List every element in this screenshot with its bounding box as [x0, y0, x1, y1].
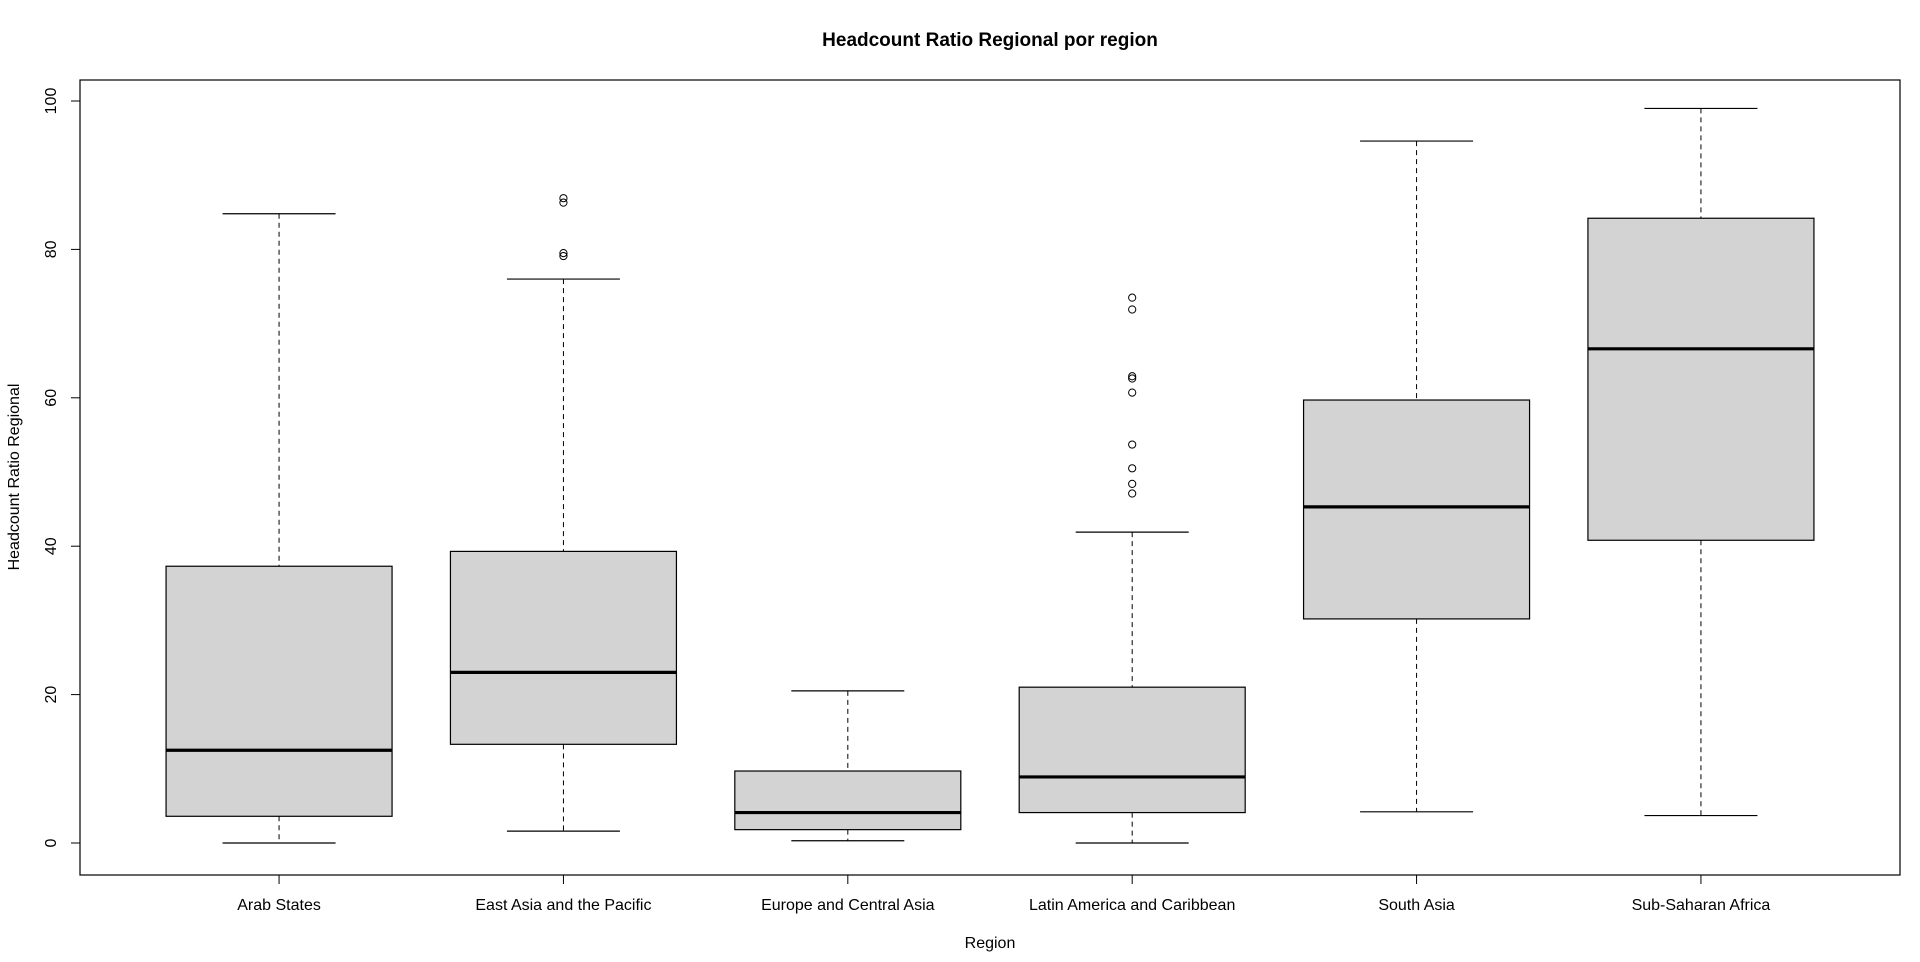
outlier-point: [1128, 440, 1137, 449]
y-tick-label: 20: [43, 686, 60, 704]
outlier-point: [559, 198, 568, 207]
x-tick-label: Arab States: [237, 897, 321, 914]
outlier-point: [1128, 374, 1137, 383]
box-iqr: [734, 770, 962, 831]
x-axis-label: Region: [965, 935, 1016, 952]
box-iqr: [449, 550, 678, 745]
outlier-point: [559, 251, 568, 261]
box-group: [1302, 140, 1531, 813]
outlier-point: [1128, 479, 1137, 488]
outlier-point: [1128, 293, 1137, 302]
box-group: [1587, 107, 1815, 817]
outlier-point: [1128, 305, 1137, 314]
box-iqr: [165, 565, 393, 817]
chart-title: Headcount Ratio Regional por region: [822, 30, 1158, 51]
x-tick-label: Latin America and Caribbean: [1029, 897, 1235, 914]
x-tick-label: Sub-Saharan Africa: [1632, 897, 1771, 914]
outlier-point: [1128, 464, 1137, 473]
box-group: [165, 213, 393, 844]
x-tick-label: East Asia and the Pacific: [475, 897, 651, 914]
box-group: [1018, 293, 1246, 844]
y-tick-label: 100: [43, 88, 60, 115]
box-group: [734, 690, 962, 842]
boxes-layer: [165, 107, 1815, 844]
outlier-point: [1128, 372, 1137, 381]
y-axis-label: Headcount Ratio Regional: [6, 384, 23, 571]
y-tick-label: 60: [43, 389, 60, 407]
y-tick-label: 0: [43, 838, 60, 847]
x-axis: Arab States East Asia and the Pacific Euro…: [237, 874, 1771, 914]
outlier-point: [559, 194, 568, 203]
y-tick-label: 40: [43, 537, 60, 555]
outlier-point: [1128, 388, 1137, 397]
outlier-point: [559, 249, 568, 258]
box-group: [449, 194, 678, 832]
outlier-point: [1128, 489, 1137, 498]
box-iqr: [1018, 686, 1246, 814]
x-tick-label: Europe and Central Asia: [761, 897, 935, 914]
x-tick-label: South Asia: [1378, 897, 1455, 914]
y-axis: 0 20 40 60 80 100: [43, 88, 81, 847]
box-iqr: [1302, 399, 1531, 620]
y-tick-label: 80: [43, 240, 60, 258]
box-iqr: [1587, 217, 1815, 541]
